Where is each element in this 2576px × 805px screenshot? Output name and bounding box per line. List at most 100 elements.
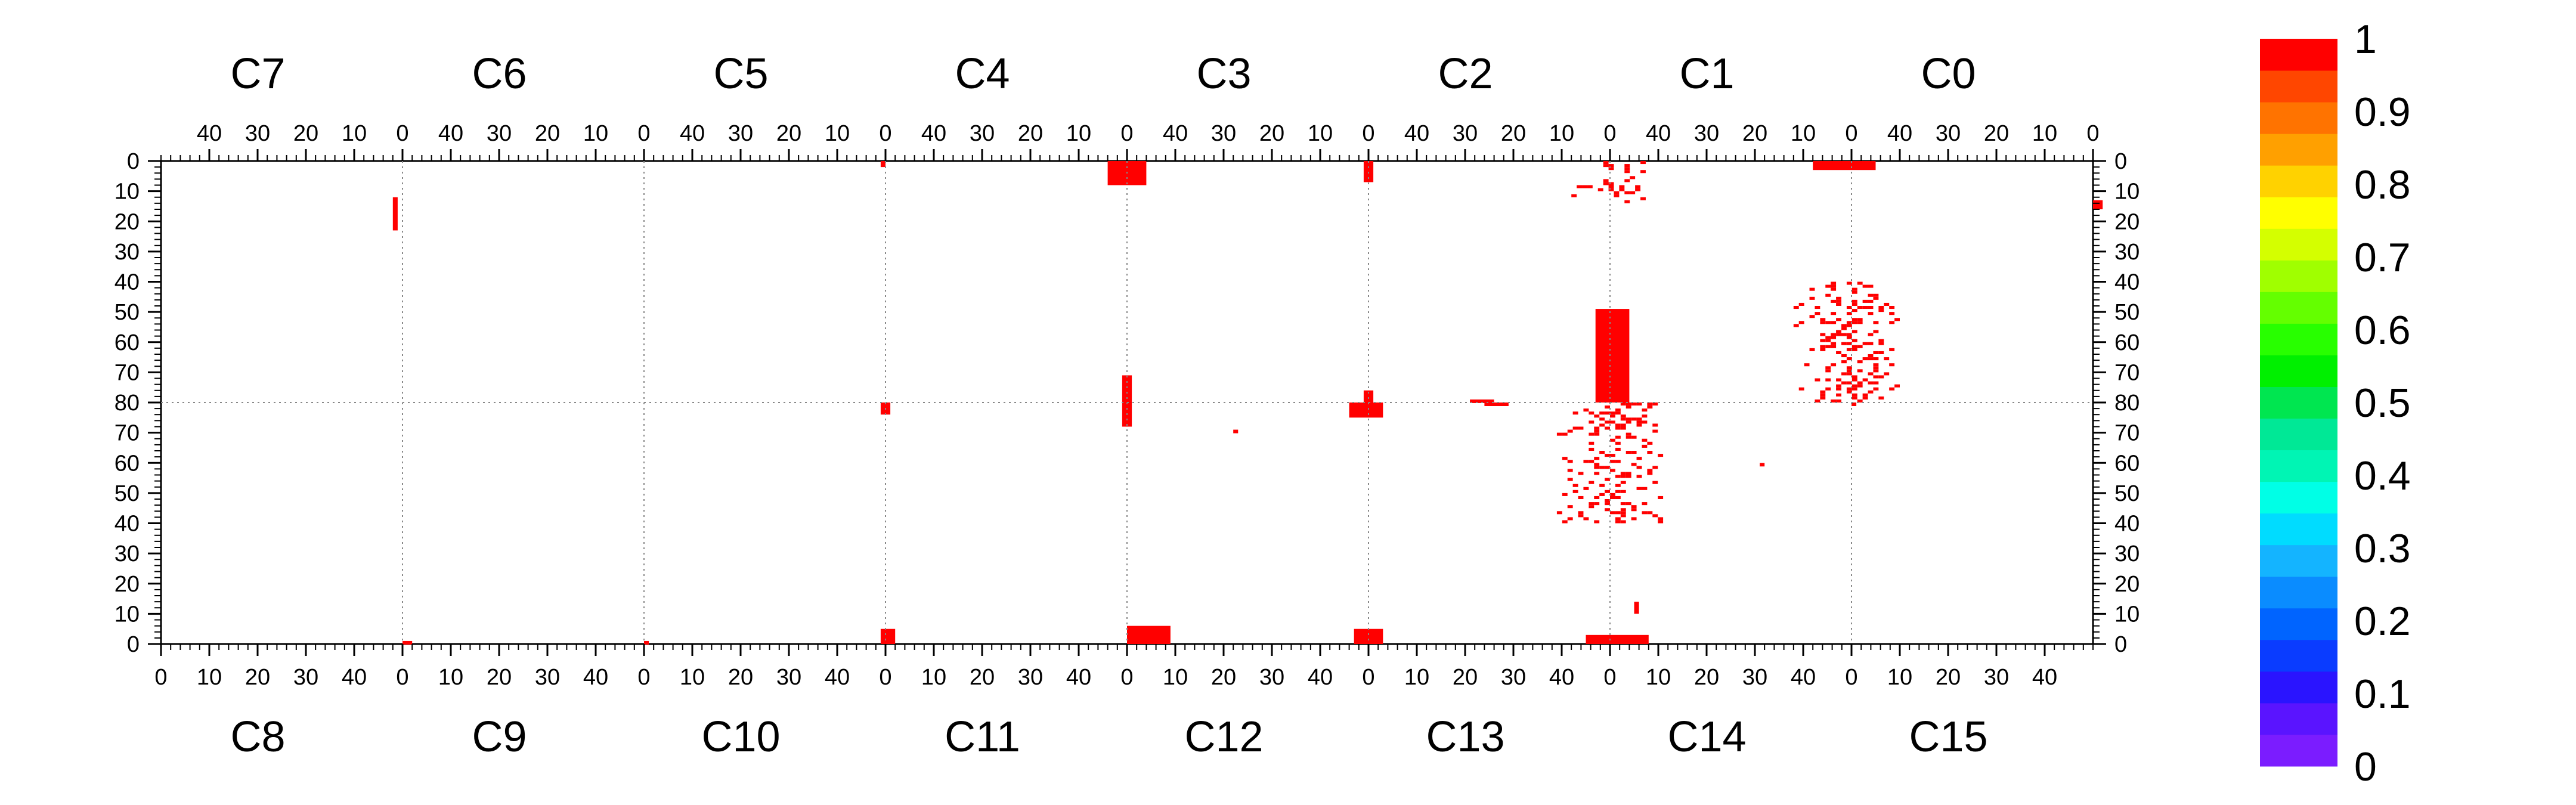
- hit-cell: [1620, 481, 1626, 484]
- x-top-tick-label: 30: [1936, 121, 1961, 146]
- colorbar-segment: [2260, 608, 2337, 640]
- hit-cell: [1878, 396, 1884, 400]
- hit-cell: [1852, 309, 1857, 312]
- hit-cell: [1647, 469, 1653, 472]
- hit-cell: [1610, 454, 1615, 457]
- hit-cell: [1831, 336, 1837, 339]
- grid-lines: [161, 161, 2093, 644]
- hit-cell: [1626, 475, 1631, 478]
- colorbar-segment: [2260, 228, 2337, 261]
- hit-cell: [1878, 342, 1884, 345]
- channel-label-bottom: C12: [1184, 713, 1263, 761]
- hit-cell: [1836, 387, 1841, 391]
- hit-cell: [1873, 363, 1879, 367]
- x-bottom-tick-label: 30: [1501, 665, 1526, 690]
- hit-cell: [1878, 351, 1884, 354]
- hit-cell: [1841, 327, 1847, 330]
- hit-cell: [1589, 505, 1594, 509]
- colorbar-segment: [2260, 355, 2337, 387]
- hit-cell: [1873, 381, 1879, 385]
- x-bottom-tick-label: 0: [1845, 665, 1857, 690]
- hit-cell: [1820, 345, 1826, 348]
- hit-cell: [1868, 381, 1874, 385]
- hit-cell: [1846, 333, 1852, 336]
- hit-cell: [1825, 369, 1831, 373]
- hit-cell: [1640, 170, 1646, 174]
- hit-cell: [1658, 496, 1664, 499]
- hit-cell: [1868, 390, 1874, 394]
- hit-cell: [1631, 451, 1637, 454]
- y-tick-label: 60: [114, 330, 140, 355]
- hit-cell: [644, 640, 649, 645]
- hit-cell: [1857, 345, 1863, 348]
- y-tick-label: 20: [2114, 572, 2140, 597]
- hit-cell: [1862, 284, 1868, 288]
- hit-cell: [1578, 511, 1584, 515]
- hit-cell: [1862, 299, 1868, 303]
- hit-cell: [1873, 293, 1879, 297]
- hit-cell: [1836, 296, 1841, 300]
- hit-cell: [1836, 393, 1841, 397]
- hit-cell: [1836, 378, 1841, 382]
- hit-cell: [1631, 402, 1637, 406]
- hit-cell: [1624, 170, 1630, 174]
- hit-cell: [1578, 472, 1584, 475]
- y-tick-label: 0: [2114, 149, 2127, 174]
- hit-cell: [1820, 318, 1826, 321]
- x-bottom-tick-label: 10: [1887, 665, 1912, 690]
- hit-cell: [1630, 191, 1636, 194]
- hit-cell: [1349, 402, 1383, 418]
- hit-cell: [1599, 423, 1605, 427]
- hit-cell: [1889, 312, 1895, 315]
- hit-cell: [1852, 287, 1857, 291]
- x-top-tick-label: 0: [1362, 121, 1374, 146]
- hit-cell: [1636, 423, 1642, 427]
- hit-cell: [1846, 348, 1852, 351]
- colorbar-tick-label: 0: [2354, 744, 2377, 789]
- hit-cell: [2093, 200, 2103, 209]
- y-tick-label: 30: [2114, 240, 2140, 265]
- hit-cell: [1857, 321, 1863, 324]
- hit-cell: [1647, 451, 1653, 454]
- hit-cell: [1626, 405, 1631, 409]
- hit-cell: [1868, 284, 1874, 288]
- hit-cell: [1562, 493, 1568, 496]
- x-bottom-tick-label: 0: [396, 665, 408, 690]
- x-top-tick-label: 10: [1066, 121, 1091, 146]
- hit-cell: [1589, 460, 1594, 463]
- colorbar-segment: [2260, 260, 2337, 292]
- x-top-tick-label: 10: [1549, 121, 1574, 146]
- hit-cell: [1599, 417, 1605, 421]
- hit-cell: [1626, 435, 1631, 439]
- hit-cell: [1652, 514, 1658, 518]
- hit-cell: [1868, 299, 1874, 303]
- hit-cell: [1873, 369, 1879, 373]
- x-top-tick-label: 0: [396, 121, 408, 146]
- hit-cell: [1862, 306, 1868, 309]
- hit-cells: [392, 161, 2103, 645]
- hit-cell: [1615, 435, 1621, 439]
- hit-cell: [392, 197, 398, 231]
- hit-cell: [1626, 502, 1631, 506]
- colorbar-tick-label: 0.5: [2354, 380, 2411, 426]
- hit-cell: [1873, 375, 1879, 379]
- colorbar-segment: [2260, 292, 2337, 324]
- hit-cell: [1605, 508, 1610, 512]
- hit-cell: [1620, 511, 1626, 515]
- x-top-tick-label: 30: [1211, 121, 1236, 146]
- y-tick-label: 50: [2114, 481, 2140, 506]
- hit-cell: [1868, 372, 1874, 376]
- hit-cell: [1760, 463, 1765, 467]
- hit-cell: [1610, 460, 1615, 463]
- hit-cell: [1594, 466, 1600, 469]
- x-bottom-tick-label: 40: [583, 665, 608, 690]
- hit-cell: [1583, 408, 1589, 412]
- hit-cell: [1605, 454, 1610, 457]
- hit-cell: [1658, 454, 1664, 457]
- hit-cell: [1610, 420, 1615, 424]
- hit-cell: [402, 640, 413, 645]
- hit-cell: [1793, 324, 1799, 327]
- hit-cell: [1652, 423, 1658, 427]
- x-top-tick-label: 0: [1120, 121, 1133, 146]
- hit-cell: [1562, 432, 1568, 436]
